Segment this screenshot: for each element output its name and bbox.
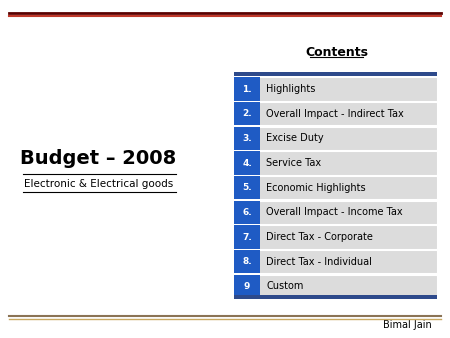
Text: 9: 9 bbox=[244, 282, 250, 291]
FancyBboxPatch shape bbox=[234, 201, 260, 224]
Text: 3.: 3. bbox=[242, 134, 252, 143]
FancyBboxPatch shape bbox=[234, 275, 260, 298]
FancyBboxPatch shape bbox=[234, 102, 260, 125]
Text: Electronic & Electrical goods: Electronic & Electrical goods bbox=[24, 179, 173, 189]
Text: Service Tax: Service Tax bbox=[266, 158, 321, 168]
Text: Overall Impact - Income Tax: Overall Impact - Income Tax bbox=[266, 208, 403, 217]
FancyBboxPatch shape bbox=[234, 225, 260, 249]
FancyBboxPatch shape bbox=[234, 77, 436, 101]
Text: 8.: 8. bbox=[242, 257, 252, 266]
FancyBboxPatch shape bbox=[234, 275, 436, 298]
FancyBboxPatch shape bbox=[234, 295, 436, 299]
FancyBboxPatch shape bbox=[234, 127, 260, 150]
Text: Direct Tax - Individual: Direct Tax - Individual bbox=[266, 257, 372, 267]
Text: Custom: Custom bbox=[266, 282, 304, 291]
FancyBboxPatch shape bbox=[234, 176, 260, 199]
FancyBboxPatch shape bbox=[234, 151, 436, 175]
FancyBboxPatch shape bbox=[234, 250, 260, 273]
FancyBboxPatch shape bbox=[234, 250, 436, 273]
FancyBboxPatch shape bbox=[234, 72, 436, 76]
FancyBboxPatch shape bbox=[234, 127, 436, 150]
FancyBboxPatch shape bbox=[234, 77, 260, 101]
Text: 2.: 2. bbox=[242, 109, 252, 118]
Text: Direct Tax - Corporate: Direct Tax - Corporate bbox=[266, 232, 373, 242]
Text: 6.: 6. bbox=[242, 208, 252, 217]
Text: 4.: 4. bbox=[242, 159, 252, 168]
FancyBboxPatch shape bbox=[234, 151, 260, 175]
Text: 1.: 1. bbox=[242, 84, 252, 94]
Text: Budget – 2008: Budget – 2008 bbox=[20, 149, 176, 168]
FancyBboxPatch shape bbox=[234, 225, 436, 249]
Text: Highlights: Highlights bbox=[266, 84, 315, 94]
Text: Overall Impact - Indirect Tax: Overall Impact - Indirect Tax bbox=[266, 109, 404, 119]
Text: Excise Duty: Excise Duty bbox=[266, 134, 324, 143]
Text: 7.: 7. bbox=[242, 233, 252, 242]
Text: 5.: 5. bbox=[242, 183, 252, 192]
Text: Contents: Contents bbox=[305, 46, 368, 59]
Text: Bimal Jain: Bimal Jain bbox=[383, 320, 432, 330]
FancyBboxPatch shape bbox=[234, 176, 436, 199]
FancyBboxPatch shape bbox=[234, 102, 436, 125]
FancyBboxPatch shape bbox=[234, 201, 436, 224]
Text: Economic Highlights: Economic Highlights bbox=[266, 183, 366, 193]
